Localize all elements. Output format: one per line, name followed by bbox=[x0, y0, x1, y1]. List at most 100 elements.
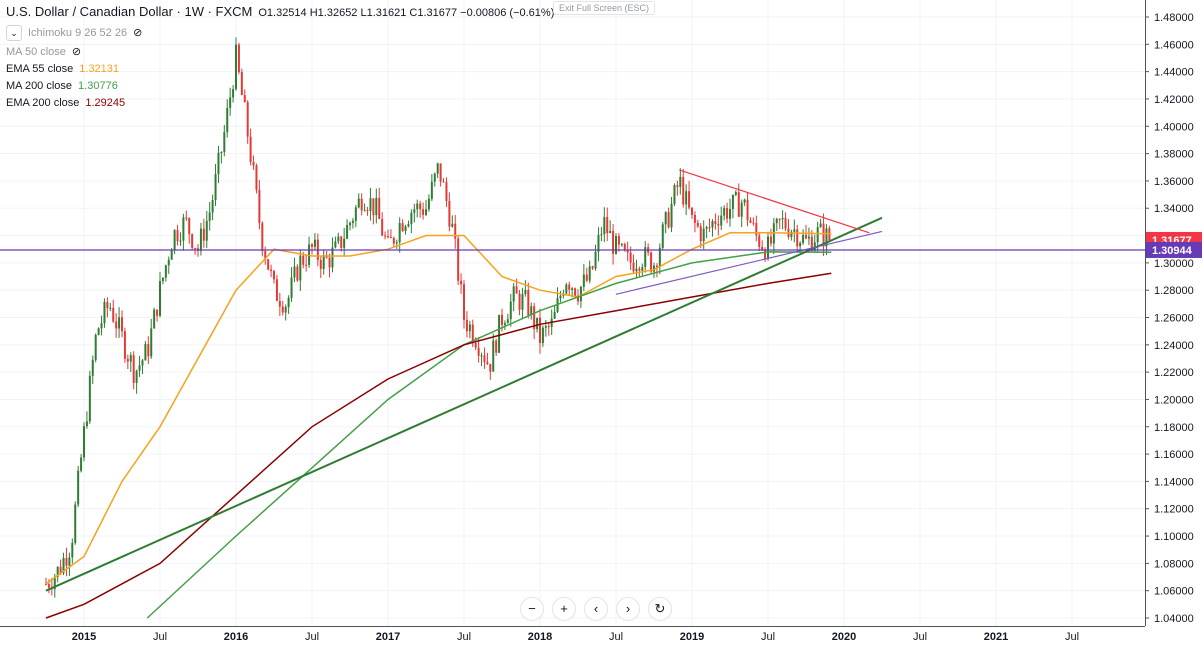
candle-body bbox=[267, 259, 270, 270]
candle-body bbox=[223, 132, 226, 153]
zoom-out-button[interactable]: − bbox=[520, 597, 544, 621]
candle-body bbox=[755, 223, 758, 236]
candle-body bbox=[173, 230, 176, 250]
indicator-ma200[interactable]: MA 200 close 1.30776 bbox=[6, 81, 554, 92]
candle-body bbox=[199, 228, 202, 251]
y-tick-label: 1.36000 bbox=[1154, 176, 1194, 188]
zoom-in-button[interactable]: + bbox=[552, 597, 576, 621]
candle-body bbox=[632, 262, 635, 272]
y-tick-label: 1.14000 bbox=[1154, 476, 1194, 488]
candle-body bbox=[577, 295, 579, 302]
y-tick-label: 1.42000 bbox=[1154, 94, 1194, 106]
candle-body bbox=[240, 72, 243, 96]
candle-body bbox=[147, 343, 150, 357]
x-tick-label: Jul bbox=[761, 631, 775, 643]
candle-body bbox=[103, 301, 106, 324]
candle-body bbox=[208, 212, 211, 221]
candle-body bbox=[112, 307, 115, 322]
reset-chart-button[interactable]: ↻ bbox=[648, 597, 672, 621]
candle-body bbox=[623, 244, 626, 251]
candle-body bbox=[512, 286, 515, 302]
indicator-label: MA 50 close bbox=[6, 46, 66, 58]
candle-body bbox=[506, 319, 509, 324]
price-axis[interactable] bbox=[1145, 0, 1203, 626]
candle-body bbox=[121, 317, 123, 332]
x-tick-label: Jul bbox=[457, 631, 471, 643]
exit-fullscreen-button[interactable]: Exit Full Screen (ESC) bbox=[553, 1, 656, 15]
indicator-ichimoku[interactable]: ⌄ Ichimoku 9 26 52 26 ⊘ bbox=[6, 25, 554, 41]
scroll-left-button[interactable]: ‹ bbox=[584, 597, 608, 621]
candle-body bbox=[91, 359, 94, 376]
candle-body bbox=[746, 199, 749, 221]
candle-body bbox=[723, 208, 726, 216]
candle-body bbox=[635, 268, 638, 272]
candle-body bbox=[626, 250, 629, 253]
eye-crossed-icon[interactable]: ⊘ bbox=[71, 46, 82, 58]
candle-body bbox=[544, 326, 547, 328]
indicator-ma50[interactable]: MA 50 close ⊘ bbox=[6, 47, 554, 58]
candle-body bbox=[664, 212, 667, 225]
candle-body bbox=[486, 361, 489, 364]
candle-body bbox=[769, 236, 772, 244]
trendline-triangle-bottom[interactable] bbox=[615, 230, 883, 295]
candle-body bbox=[264, 251, 267, 260]
candle-body bbox=[533, 306, 536, 330]
candle-body bbox=[574, 288, 577, 296]
candle-body bbox=[343, 238, 346, 248]
candle-body bbox=[480, 355, 483, 357]
candle-body bbox=[346, 225, 349, 239]
candle-body bbox=[594, 251, 597, 269]
candle-body bbox=[691, 207, 693, 215]
candle-body bbox=[275, 279, 278, 301]
candle-body bbox=[202, 228, 205, 241]
candle-body bbox=[699, 226, 702, 242]
candle-body bbox=[109, 307, 112, 309]
candle-body bbox=[214, 174, 217, 201]
candle-body bbox=[71, 542, 74, 558]
candle-body bbox=[600, 234, 603, 236]
candle-body bbox=[498, 314, 501, 353]
ohlc-values: O1.32514 H1.32652 L1.31621 C1.31677 −0.0… bbox=[258, 7, 555, 19]
candle-body bbox=[235, 44, 237, 90]
candle-body bbox=[419, 203, 422, 210]
candle-body bbox=[822, 223, 825, 247]
candle-body bbox=[425, 209, 427, 215]
x-tick-label: Jul bbox=[305, 631, 319, 643]
candle-body bbox=[313, 239, 316, 247]
symbol-title[interactable]: U.S. Dollar / Canadian Dollar · 1W · FXC… bbox=[6, 4, 253, 19]
y-tick-label: 1.06000 bbox=[1154, 586, 1194, 598]
y-tick-label: 1.20000 bbox=[1154, 394, 1194, 406]
trendline-triangle-top[interactable] bbox=[679, 169, 870, 234]
trendline-uptrend-support[interactable] bbox=[45, 216, 883, 592]
candle-body bbox=[135, 370, 138, 383]
candle-body bbox=[83, 426, 85, 458]
candle-body bbox=[395, 242, 398, 244]
candle-body bbox=[793, 229, 796, 232]
candle-body bbox=[775, 218, 778, 224]
candle-body bbox=[220, 152, 223, 154]
chevron-down-icon[interactable]: ⌄ bbox=[6, 25, 22, 41]
scroll-right-button[interactable]: › bbox=[616, 597, 640, 621]
candle-body bbox=[603, 217, 606, 235]
indicator-ema55[interactable]: EMA 55 close 1.32131 bbox=[6, 64, 554, 75]
candle-body bbox=[334, 241, 337, 248]
candle-body bbox=[474, 342, 477, 348]
candle-body bbox=[790, 231, 793, 237]
candle-body bbox=[176, 230, 179, 241]
candle-body bbox=[465, 319, 468, 332]
candle-body bbox=[521, 294, 524, 310]
candle-body bbox=[705, 227, 708, 229]
candle-body bbox=[349, 222, 351, 226]
candle-body bbox=[606, 217, 609, 234]
eye-crossed-icon[interactable]: ⊘ bbox=[133, 26, 143, 39]
candle-body bbox=[387, 236, 389, 238]
candle-body bbox=[375, 197, 378, 216]
candle-body bbox=[392, 237, 395, 244]
candle-body bbox=[720, 215, 723, 226]
candle-body bbox=[711, 221, 714, 228]
y-tick-label: 1.46000 bbox=[1154, 39, 1194, 51]
indicator-ema200[interactable]: EMA 200 close 1.29245 bbox=[6, 98, 554, 109]
candle-body bbox=[696, 222, 699, 227]
candle-body bbox=[65, 558, 68, 566]
